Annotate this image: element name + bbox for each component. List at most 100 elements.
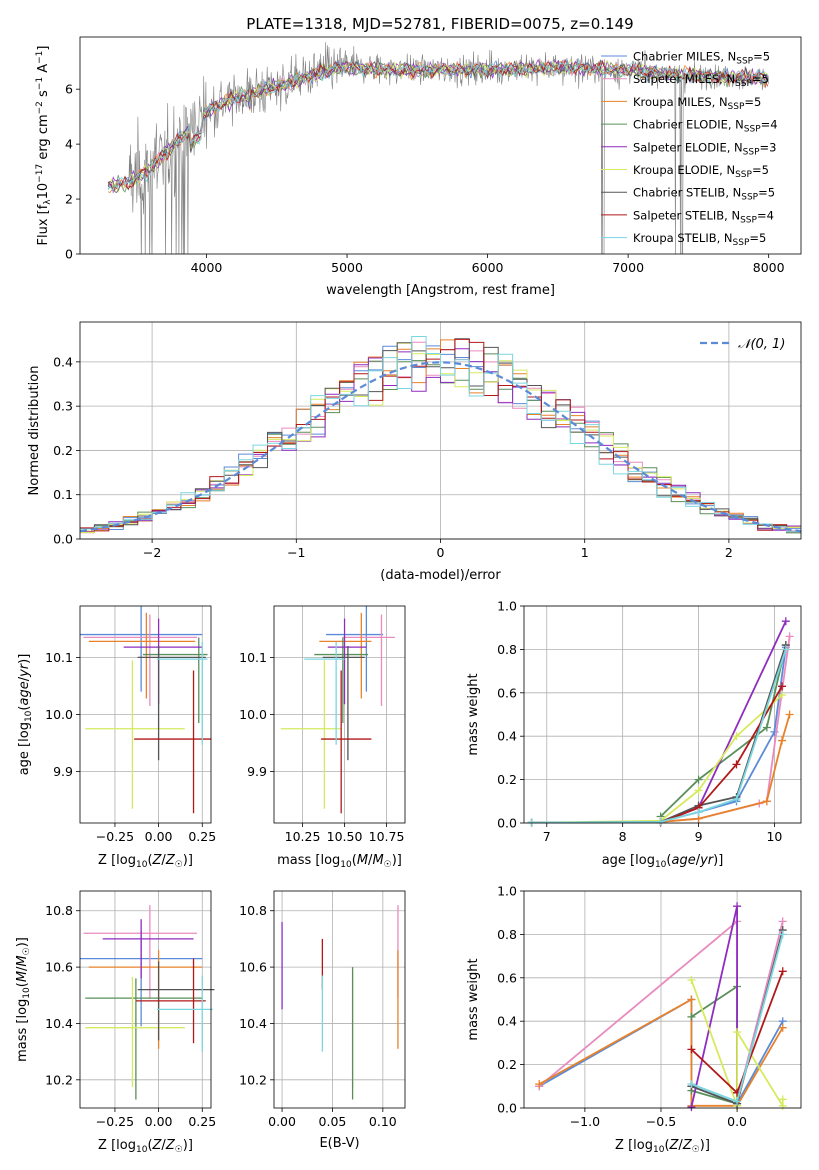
spectrum-ylabel-part: erg cm bbox=[36, 114, 51, 163]
histogram-kroupa-miles bbox=[80, 339, 801, 532]
age-vs-z-xlabel: Z [log10(Z/Z☉)] bbox=[98, 853, 193, 870]
weight-vs-age-xlabel-part: ( bbox=[666, 853, 671, 868]
y-tick-label: 0.1 bbox=[53, 487, 73, 502]
x-tick-label: −0.25 bbox=[96, 829, 134, 844]
model-spectrum-chabrier-stelib bbox=[107, 59, 768, 194]
y-tick-label: 0.0 bbox=[497, 1101, 517, 1116]
x-tick-label: 10.75 bbox=[369, 829, 405, 844]
mass_vs_Z-marks bbox=[80, 905, 215, 1100]
y-tick-label: 10.6 bbox=[45, 960, 73, 975]
weight-vs-age-xlabel-part: age [log bbox=[602, 853, 655, 868]
y-tick-label: 0.8 bbox=[497, 927, 517, 942]
legend-label-chabrier-miles-part: SSP bbox=[736, 57, 753, 67]
spectrum-ylabel-part: 10 bbox=[36, 183, 51, 200]
y-tick-label: 10.2 bbox=[239, 1072, 267, 1087]
weight-marker-kroupa-elodie bbox=[733, 1028, 742, 1037]
legend-label-salpeter-elodie-part: Salpeter ELODIE, N bbox=[633, 140, 743, 154]
x-tick-label: 10.50 bbox=[327, 829, 363, 844]
weight-vs-z-xlabel-part: Z bbox=[669, 1138, 680, 1153]
spectrum-frame: 4000 5000 6000 7000 8000 0 2 4 6 bbox=[65, 36, 802, 275]
legend-label-salpeter-stelib-part: SSP bbox=[740, 215, 757, 225]
y-tick-label: 0.6 bbox=[497, 685, 517, 700]
weight-marker-kroupa-stelib bbox=[778, 930, 787, 939]
y-tick-label: 9.9 bbox=[53, 764, 73, 779]
x-tick-label: 0.25 bbox=[188, 1114, 216, 1129]
age_vs_Z-marks bbox=[80, 606, 211, 814]
weight-vs-z-xlabel-part: Z [log bbox=[615, 1138, 653, 1153]
age-vs-z-xlabel-part: )] bbox=[183, 853, 193, 868]
weight_vs_age-frame: 7 8 9 10 0.0 0.2 0.4 0.6 0.8 1.0 bbox=[497, 599, 802, 844]
mass_vs_Z-plot-frame bbox=[79, 890, 212, 1109]
weight-vs-age-ylabel: mass weight bbox=[466, 673, 481, 755]
weight-line-chabrier-elodie bbox=[659, 644, 787, 818]
mass-vs-z-ylabel: mass [log10(M/M☉)] bbox=[15, 937, 32, 1062]
weight-vs-age-xlabel-part: age bbox=[671, 853, 695, 868]
spectrum-plot-frame bbox=[79, 36, 802, 255]
y-tick-label: 4 bbox=[65, 137, 73, 152]
y-tick-label: 1.0 bbox=[497, 599, 517, 614]
plots: 4000 5000 6000 7000 8000 0 2 4 6 wavelength [Angs… bbox=[15, 36, 802, 1155]
legend-label-salpeter-elodie-part: SSP bbox=[743, 147, 760, 157]
weight-vs-z-xlabel-part: )] bbox=[700, 1138, 710, 1153]
legend-label-salpeter-miles-part: Salpeter MILES, N bbox=[633, 72, 735, 86]
weight-marker-kroupa-stelib bbox=[527, 818, 536, 827]
weight-vs-z-xlabel-part: ( bbox=[664, 1138, 669, 1153]
y-tick-label: 0.2 bbox=[53, 443, 73, 458]
age-vs-mass-xlabel-part: )] bbox=[392, 853, 402, 868]
spectrum-ylabel-part: −2 bbox=[35, 101, 45, 114]
x-tick-label: 7000 bbox=[612, 260, 644, 275]
weight-marker-kroupa-stelib bbox=[687, 1080, 696, 1089]
age-vs-z-xlabel-part: ( bbox=[147, 853, 152, 868]
x-tick-label: 0.0 bbox=[727, 1114, 747, 1129]
legend-label-chabrier-stelib: Chabrier STELIB, NSSP=5 bbox=[633, 186, 775, 203]
y-tick-label: 0 bbox=[65, 247, 73, 262]
weight-marker-kroupa-miles bbox=[535, 1080, 544, 1089]
mass_vs_ebv-marks bbox=[281, 905, 399, 1100]
weight_vs_Z-frame: −1.0 −0.5 0.0 0.0 0.2 0.4 0.6 0.8 1.0 bbox=[497, 884, 802, 1129]
y-tick-label: 0.4 bbox=[497, 1014, 517, 1029]
age-vs-z-xlabel-part: / bbox=[161, 853, 166, 868]
weight_vs_age-marks bbox=[527, 617, 794, 827]
mass-vs-z-xlabel-part: ☉ bbox=[175, 1145, 183, 1155]
x-tick-label: 1 bbox=[581, 545, 589, 560]
x-tick-label: −0.5 bbox=[646, 1114, 676, 1129]
x-tick-label: 0.25 bbox=[188, 829, 216, 844]
weight-marker-salpeter-elodie bbox=[733, 902, 742, 911]
age-vs-z-xlabel-part: Z [log bbox=[98, 853, 136, 868]
legend-label-chabrier-elodie: Chabrier ELODIE, NSSP=4 bbox=[633, 118, 778, 135]
legend-label-salpeter-elodie-part: =3 bbox=[760, 140, 777, 154]
weight-marker-kroupa-stelib bbox=[732, 795, 741, 804]
weight-vs-z-xlabel-part: / bbox=[678, 1138, 683, 1153]
mass-vs-z-xlabel-part: ( bbox=[147, 1138, 152, 1153]
mass-vs-z-ylabel-part: M bbox=[15, 955, 30, 966]
weight-vs-age-xlabel-part: yr bbox=[699, 853, 715, 868]
spectrum-ylabel-part: λ bbox=[43, 199, 53, 205]
spectrum-marks bbox=[107, 42, 769, 254]
weight-marker-chabrier-elodie bbox=[687, 1012, 696, 1021]
legend-label-salpeter-elodie: Salpeter ELODIE, NSSP=3 bbox=[633, 140, 776, 157]
age-vs-z-xlabel-part: ☉ bbox=[175, 860, 183, 870]
x-tick-label: 4000 bbox=[191, 260, 223, 275]
legend-label-salpeter-stelib-part: =4 bbox=[757, 208, 774, 222]
normal-curve bbox=[79, 361, 802, 533]
x-tick-label: 10.25 bbox=[285, 829, 321, 844]
legend-label-chabrier-elodie-part: SSP bbox=[744, 125, 761, 135]
spectrum-ylabel-part: −1 bbox=[35, 51, 45, 64]
spectrum-ylabel-part: s bbox=[36, 90, 51, 101]
x-tick-label: 0.00 bbox=[268, 1114, 296, 1129]
spectrum-ylabel: Flux [fλ10−17 erg cm−2 s−1 A−1] bbox=[35, 46, 53, 246]
y-tick-label: 0.0 bbox=[53, 532, 73, 547]
weight-marker-kroupa-miles bbox=[778, 736, 787, 745]
weight-marker-kroupa-elodie bbox=[694, 786, 703, 795]
age-vs-z-xlabel-part: Z bbox=[152, 853, 163, 868]
age_vs_mass-marks bbox=[280, 606, 395, 814]
legend-label-chabrier-stelib-part: SSP bbox=[741, 193, 758, 203]
weight-marker-salpeter-stelib bbox=[687, 1045, 696, 1054]
legend-label-kroupa-miles: Kroupa MILES, NSSP=5 bbox=[633, 95, 761, 112]
legend-label-kroupa-stelib-part: SSP bbox=[733, 238, 750, 248]
model-spectrum-kroupa-elodie bbox=[107, 58, 768, 194]
mass_vs_Z-frame: −0.25 0.00 0.25 10.2 10.4 10.6 10.8 bbox=[45, 890, 216, 1129]
mass_vs_ebv-frame: 0.00 0.05 0.10 10.2 10.4 10.6 10.8 bbox=[239, 890, 406, 1129]
legend-label-kroupa-miles-part: SSP bbox=[728, 102, 745, 112]
legend-label-kroupa-stelib: Kroupa STELIB, NSSP=5 bbox=[633, 231, 766, 248]
